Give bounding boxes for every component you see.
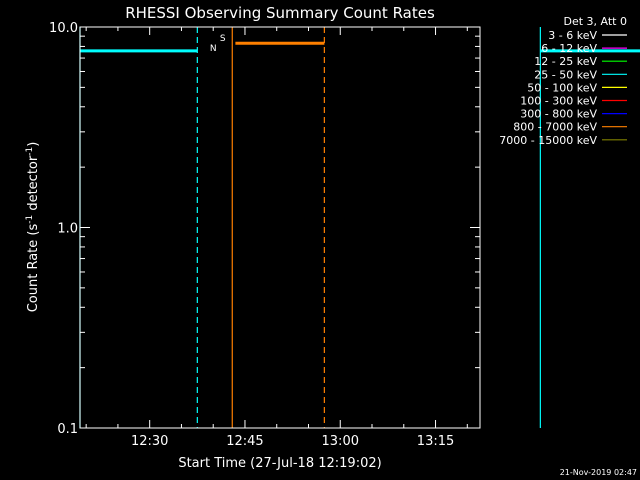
annotation-s: S (220, 34, 226, 44)
legend-label-7: 800 - 7000 keV (513, 121, 597, 134)
y-axis-label-sup2: -1 (25, 147, 35, 156)
legend-label-8: 7000 - 15000 keV (499, 134, 597, 147)
y-tick-label-1: 1.0 (57, 222, 78, 237)
chart-title: RHESSI Observing Summary Count Rates (125, 4, 435, 22)
annotation-n: N (210, 44, 217, 54)
y-axis-label-main: Count Rate (s (26, 224, 41, 313)
x-tick-label-2: 13:00 (322, 434, 359, 449)
y-axis-label: Count Rate (s-1 detector-1) (25, 142, 41, 313)
legend-label-5: 100 - 300 keV (520, 95, 597, 108)
y-tick-label-0: 0.1 (57, 422, 78, 437)
y-axis-label-end: ) (26, 142, 41, 147)
legend-label-3: 25 - 50 keV (534, 68, 597, 81)
legend-label-4: 50 - 100 keV (527, 81, 597, 94)
x-axis-label: Start Time (27-Jul-18 12:19:02) (178, 456, 381, 471)
legend-label-0: 3 - 6 keV (548, 29, 597, 42)
x-tick-label-1: 12:45 (226, 434, 263, 449)
timestamp: 21-Nov-2019 02:47 (560, 468, 637, 477)
x-tick-label-0: 12:30 (131, 434, 168, 449)
y-axis-label-sup1: -1 (25, 215, 35, 224)
y-tick-label-2: 10.0 (49, 21, 78, 36)
y-axis-label-mid: detector (26, 155, 41, 215)
legend-label-1: 6 - 12 keV (541, 42, 597, 55)
x-tick-label-3: 13:15 (417, 434, 454, 449)
plot-area: SN 0.1 1.0 10.0 12:30 12:45 13:00 13:15 (49, 21, 640, 449)
legend-header: Det 3, Att 0 (564, 15, 628, 28)
legend-label-6: 300 - 800 keV (520, 108, 597, 121)
legend-label-2: 12 - 25 keV (534, 55, 597, 68)
